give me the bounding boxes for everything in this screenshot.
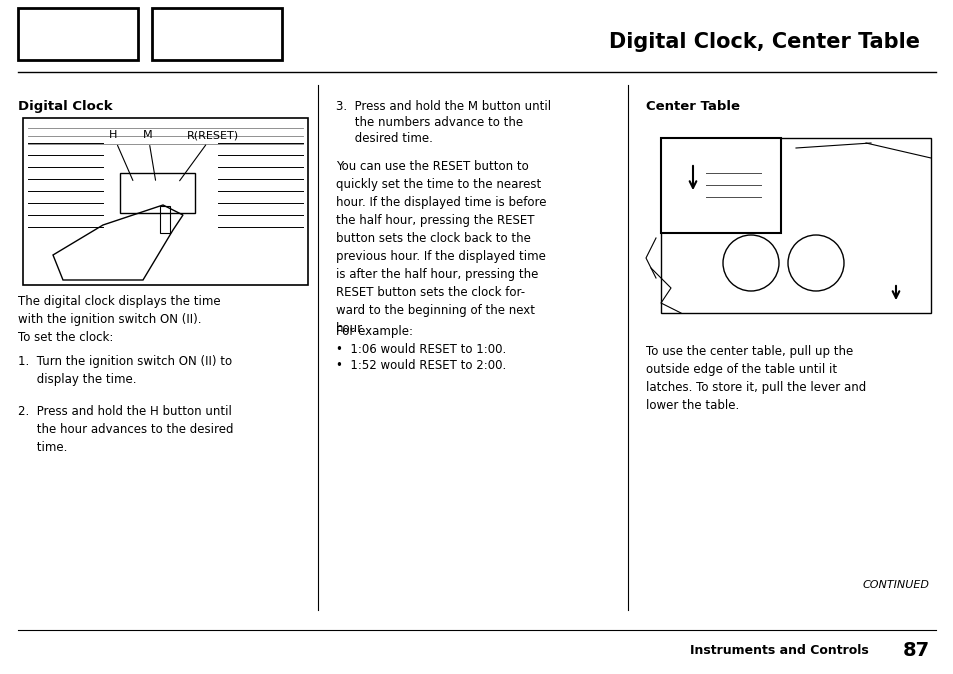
Text: R(RESET): R(RESET) [179,130,239,181]
Text: Digital Clock: Digital Clock [18,100,112,113]
Bar [660,138,930,313]
Text: To use the center table, pull up the
outside edge of the table until it
latches.: To use the center table, pull up the out… [645,345,865,412]
Text: 1.  Turn the ignition switch ON (II) to
     display the time.: 1. Turn the ignition switch ON (II) to d… [18,355,232,386]
Bar [23,118,308,285]
Text: Center Table: Center Table [645,100,740,113]
Text: •  1:52 would RESET to 2:00.: • 1:52 would RESET to 2:00. [335,359,506,372]
Text: CONTINUED: CONTINUED [862,580,929,590]
Bar [147,178,165,206]
Text: 87: 87 [902,640,929,659]
Text: The digital clock displays the time
with the ignition switch ON (II).
To set the: The digital clock displays the time with… [18,295,220,344]
Text: M: M [143,130,155,180]
Text: You can use the RESET button to
quickly set the time to the nearest
hour. If the: You can use the RESET button to quickly … [335,160,546,335]
Bar [660,138,781,233]
Text: For example:: For example: [335,325,413,338]
Text: Digital Clock, Center Table: Digital Clock, Center Table [608,32,919,52]
Text: •  1:06 would RESET to 1:00.: • 1:06 would RESET to 1:00. [335,343,506,356]
Bar [18,8,138,60]
Bar [171,178,185,192]
Text: the numbers advance to the: the numbers advance to the [335,116,522,129]
Text: 2.  Press and hold the H button until
     the hour advances to the desired
    : 2. Press and hold the H button until the… [18,405,233,454]
Text: H: H [109,130,132,181]
Text: Instruments and Controls: Instruments and Controls [689,644,868,656]
Bar [120,173,194,213]
Text: 3.  Press and hold the M button until: 3. Press and hold the M button until [335,100,551,113]
Bar [152,8,282,60]
Text: desired time.: desired time. [335,132,433,145]
Bar [125,178,143,206]
